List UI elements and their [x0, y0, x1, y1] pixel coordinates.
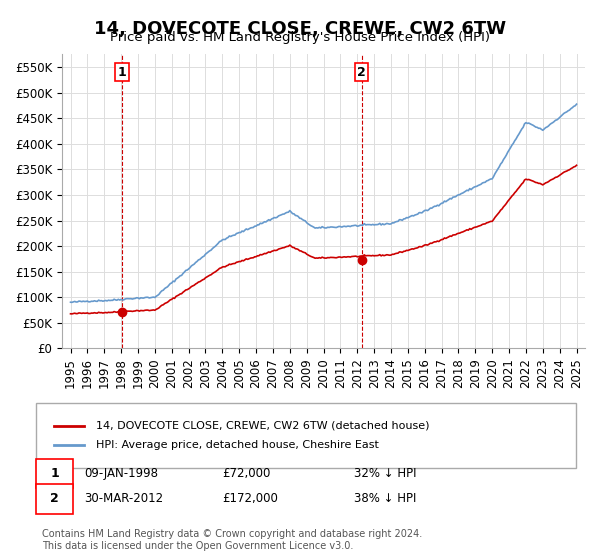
Text: 2: 2	[50, 492, 59, 505]
Text: 30-MAR-2012: 30-MAR-2012	[84, 492, 163, 505]
Text: 1: 1	[50, 466, 59, 480]
Text: £172,000: £172,000	[222, 492, 278, 505]
Text: £72,000: £72,000	[222, 466, 271, 480]
Text: Price paid vs. HM Land Registry's House Price Index (HPI): Price paid vs. HM Land Registry's House …	[110, 31, 490, 44]
Text: 32% ↓ HPI: 32% ↓ HPI	[354, 466, 416, 480]
Text: Contains HM Land Registry data © Crown copyright and database right 2024.
This d: Contains HM Land Registry data © Crown c…	[42, 529, 422, 551]
Text: 38% ↓ HPI: 38% ↓ HPI	[354, 492, 416, 505]
Text: 14, DOVECOTE CLOSE, CREWE, CW2 6TW: 14, DOVECOTE CLOSE, CREWE, CW2 6TW	[94, 20, 506, 38]
Text: 09-JAN-1998: 09-JAN-1998	[84, 466, 158, 480]
Text: 14, DOVECOTE CLOSE, CREWE, CW2 6TW (detached house): 14, DOVECOTE CLOSE, CREWE, CW2 6TW (deta…	[96, 421, 430, 431]
Text: HPI: Average price, detached house, Cheshire East: HPI: Average price, detached house, Ches…	[96, 440, 379, 450]
Text: 2: 2	[357, 66, 366, 78]
Text: 1: 1	[117, 66, 126, 78]
